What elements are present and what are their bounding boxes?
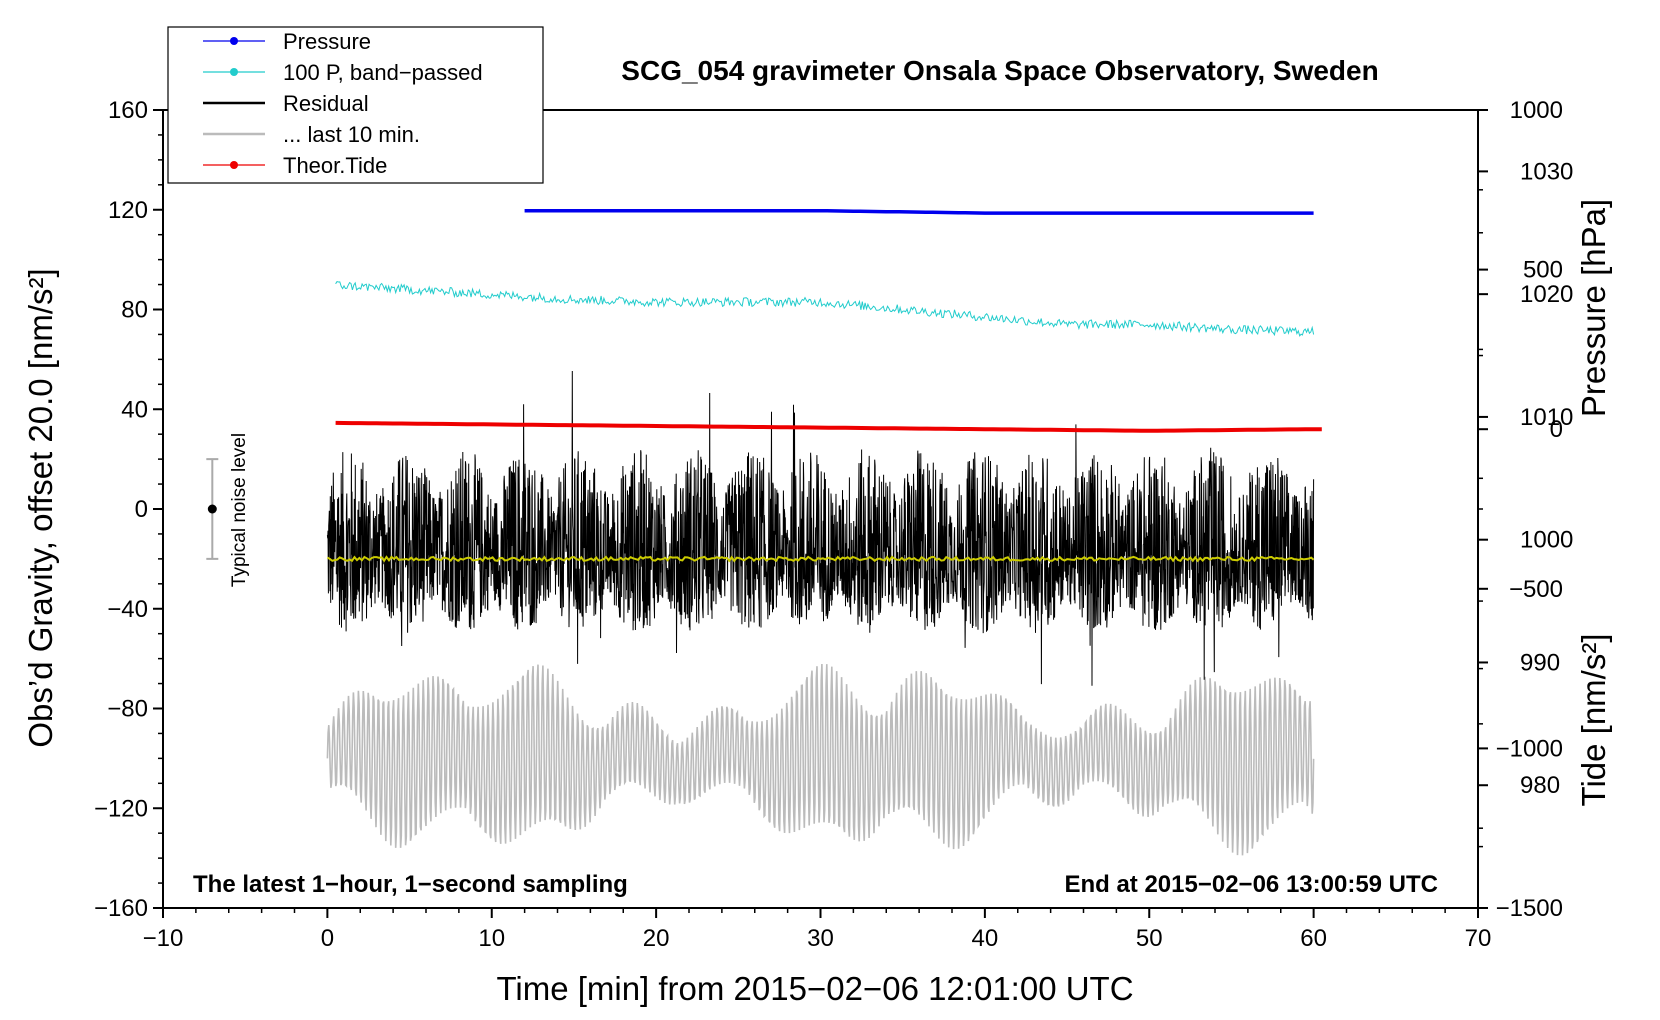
x-tick-label: 40 (972, 925, 999, 952)
legend-label: Residual (283, 91, 369, 116)
x-tick-label: 10 (478, 925, 505, 952)
y-axis-title-left: Obs’d Gravity, offset 20.0 [nm/s²] (22, 268, 59, 747)
x-axis-title: Time [min] from 2015−02−06 12:01:00 UTC (496, 970, 1133, 1007)
series-residual-mean (326, 555, 1315, 563)
chart-title: SCG_054 gravimeter Onsala Space Observat… (621, 55, 1378, 86)
legend-label: Pressure (283, 29, 371, 54)
noise-label: Typical noise level (229, 433, 250, 587)
legend-label: Theor.Tide (283, 153, 387, 178)
x-tick-label: 30 (807, 925, 834, 952)
y-tick-label: 0 (135, 496, 148, 523)
pressure-tick-label: 980 (1520, 772, 1560, 799)
noise-bar-center (207, 504, 217, 514)
annotation-sampling: The latest 1−hour, 1−second sampling (193, 871, 628, 898)
pressure-tick-label: 990 (1520, 649, 1560, 676)
y-tick-label: 160 (108, 97, 148, 124)
y-tick-label: −80 (107, 696, 148, 723)
series-band-passed (335, 281, 1315, 337)
pressure-tick-label: 1030 (1520, 158, 1573, 185)
noise-indicator: Typical noise level (206, 433, 250, 587)
legend-label: ... last 10 min. (283, 122, 420, 147)
ticks-layer: −10 0 10 20 30 40 50 60 7016012080400−40−80−120−… (94, 97, 1573, 952)
x-tick-label: −10 (143, 925, 184, 952)
legend-box (167, 26, 544, 184)
y-tick-label: −120 (94, 795, 148, 822)
tide-tick-label: 1000 (1510, 97, 1563, 124)
legend: Pressure 100 P, band−passed Residual ... la… (167, 26, 544, 184)
y-tick-label: 120 (108, 197, 148, 224)
annotation-end-time: End at 2015−02−06 13:00:59 UTC (1064, 871, 1438, 898)
x-tick-label: 50 (1136, 925, 1163, 952)
series-pressure (524, 208, 1314, 215)
x-tick-label: 70 (1465, 925, 1492, 952)
pressure-tick-label: 1020 (1520, 281, 1573, 308)
pressure-tick-label: 1010 (1520, 404, 1573, 431)
y-tick-label: 80 (121, 297, 148, 324)
series-last-10-min (326, 663, 1315, 856)
tide-tick-label: −500 (1509, 576, 1563, 603)
tide-tick-label: 0 (1550, 416, 1563, 443)
legend-marker (230, 161, 238, 169)
y-axis-title-pressure: Pressure [hPa] (1575, 199, 1612, 417)
y-tick-label: 40 (121, 396, 148, 423)
pressure-tick-label: 1000 (1520, 527, 1573, 554)
legend-items: Pressure 100 P, band−passed Residual ... la… (203, 29, 483, 178)
y-axis-title-tide: Tide [nm/s²] (1575, 634, 1612, 807)
tide-tick-label: 500 (1523, 257, 1563, 284)
x-tick-label: 20 (643, 925, 670, 952)
legend-marker (230, 68, 238, 76)
tide-tick-label: −1000 (1496, 735, 1563, 762)
series-residual (326, 370, 1315, 686)
x-tick-label: 0 (321, 925, 334, 952)
y-tick-label: −40 (107, 596, 148, 623)
legend-label: 100 P, band−passed (283, 60, 483, 85)
y-tick-label: −160 (94, 895, 148, 922)
legend-marker (230, 37, 238, 45)
series-theor-tide (335, 420, 1322, 433)
series-layer (326, 208, 1322, 856)
x-tick-label: 60 (1300, 925, 1327, 952)
tide-tick-label: −1500 (1496, 895, 1563, 922)
